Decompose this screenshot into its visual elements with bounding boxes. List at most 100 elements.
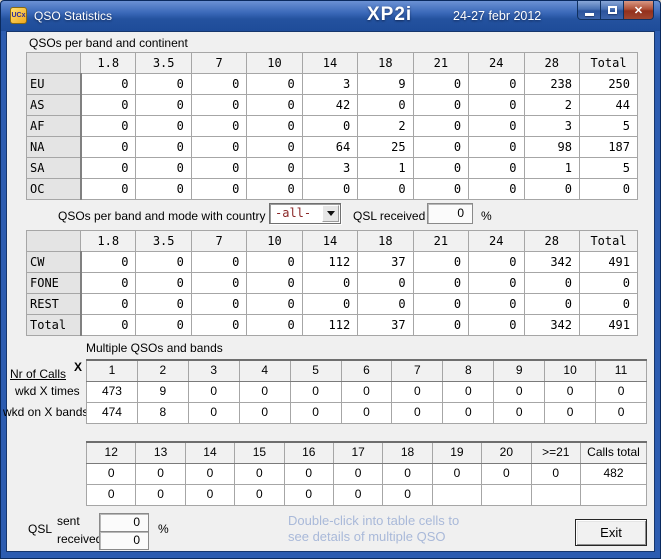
table-cell[interactable]: 0 [412, 272, 470, 294]
table-cell[interactable]: 482 [580, 462, 647, 485]
table-cell[interactable]: 0 [190, 251, 248, 273]
table-cell[interactable]: 0 [412, 178, 470, 200]
table-cell[interactable]: 0 [79, 251, 137, 273]
table-cell[interactable]: 342 [523, 251, 580, 273]
table-cell[interactable]: 0 [135, 94, 192, 116]
table-cell[interactable]: 0 [595, 380, 647, 403]
close-button[interactable]: ✕ [623, 1, 654, 20]
table-cell[interactable]: 0 [442, 380, 495, 403]
table-cell[interactable]: 0 [246, 157, 303, 179]
table-cell[interactable]: 0 [493, 380, 546, 403]
table-cell[interactable]: 0 [332, 483, 384, 506]
table-cell[interactable]: 0 [412, 73, 470, 95]
table-cell[interactable]: 0 [190, 272, 248, 294]
table-cell[interactable]: 0 [468, 251, 525, 273]
table-cell[interactable]: 0 [493, 401, 546, 424]
table-cell[interactable]: 1 [523, 157, 580, 179]
table-cell[interactable]: 0 [135, 73, 192, 95]
table-cell[interactable]: 0 [79, 115, 137, 137]
table-cell[interactable]: 0 [412, 94, 470, 116]
table-cell[interactable]: 0 [289, 401, 342, 424]
table-cell[interactable]: 0 [190, 73, 248, 95]
table-cell[interactable]: 0 [187, 380, 240, 403]
table-cell[interactable]: 0 [357, 272, 414, 294]
table-cell[interactable]: 0 [184, 462, 236, 485]
table-cell[interactable]: 0 [357, 293, 414, 315]
table-cell[interactable]: 0 [544, 401, 597, 424]
table-cell[interactable]: 0 [412, 136, 470, 158]
table-cell[interactable]: 0 [332, 462, 384, 485]
table-cell[interactable]: 9 [357, 73, 414, 95]
table-cell[interactable]: 0 [301, 293, 359, 315]
exit-button[interactable]: Exit [575, 519, 647, 546]
table-cell[interactable]: 0 [246, 94, 303, 116]
table-cell[interactable]: 0 [431, 462, 483, 485]
table-cell[interactable]: 0 [135, 462, 186, 485]
table-cell[interactable]: 0 [544, 380, 597, 403]
table-cell[interactable]: 0 [357, 94, 414, 116]
table-cell[interactable]: 0 [468, 272, 525, 294]
table-cell[interactable]: 491 [579, 314, 638, 336]
table-cell[interactable]: 0 [190, 314, 248, 336]
table-cell[interactable]: 0 [79, 293, 137, 315]
table-cell[interactable]: 0 [135, 314, 192, 336]
table-cell[interactable]: 0 [301, 115, 359, 137]
table-cell[interactable]: 0 [79, 136, 137, 158]
titlebar[interactable]: UCx QSO Statistics XP2i 24-27 febr 2012 … [1, 1, 660, 31]
table-cell[interactable]: 0 [382, 483, 433, 506]
table-cell[interactable]: 0 [234, 462, 285, 485]
table-cell[interactable]: 473 [86, 380, 138, 403]
table-cell[interactable]: 474 [86, 401, 138, 424]
table-cell[interactable]: 0 [468, 136, 525, 158]
table-cell[interactable]: 0 [246, 272, 303, 294]
table-cell[interactable]: 0 [190, 136, 248, 158]
table-cell[interactable]: 0 [595, 401, 647, 424]
table-cell[interactable]: 5 [579, 115, 638, 137]
table-cell[interactable]: 0 [468, 73, 525, 95]
table-cell[interactable]: 0 [246, 115, 303, 137]
table-cell[interactable]: 0 [135, 115, 192, 137]
table-cell[interactable]: 0 [79, 314, 137, 336]
table-cell[interactable] [580, 483, 647, 506]
table-cell[interactable]: 238 [523, 73, 580, 95]
table-cell[interactable]: 0 [301, 178, 359, 200]
table-cell[interactable]: 0 [579, 178, 638, 200]
table-cell[interactable]: 0 [135, 272, 192, 294]
table-cell[interactable]: 0 [187, 401, 240, 424]
table-cell[interactable]: 0 [135, 136, 192, 158]
table-cell[interactable]: 37 [357, 251, 414, 273]
table-cell[interactable]: 0 [246, 73, 303, 95]
table-cell[interactable]: 0 [246, 251, 303, 273]
table-cell[interactable] [530, 483, 582, 506]
table-cell[interactable]: 0 [391, 401, 444, 424]
table-cell[interactable]: 0 [468, 314, 525, 336]
table-cell[interactable]: 0 [412, 314, 470, 336]
table-cell[interactable]: 0 [412, 251, 470, 273]
table-cell[interactable]: 0 [357, 178, 414, 200]
table-cell[interactable]: 0 [190, 115, 248, 137]
table-cell[interactable]: 0 [190, 293, 248, 315]
table-cell[interactable]: 0 [391, 380, 444, 403]
table-cell[interactable]: 0 [79, 178, 137, 200]
table-cell[interactable]: 37 [357, 314, 414, 336]
table-cell[interactable]: 44 [579, 94, 638, 116]
table-cell[interactable]: 0 [135, 157, 192, 179]
table-cell[interactable]: 0 [85, 462, 137, 485]
table-cell[interactable]: 0 [135, 483, 186, 506]
country-select-dropdown-button[interactable] [322, 205, 339, 222]
table-cell[interactable]: 0 [412, 157, 470, 179]
table-cell[interactable]: 42 [301, 94, 359, 116]
table-cell[interactable]: 0 [135, 293, 192, 315]
table-cell[interactable] [431, 483, 483, 506]
table-cell[interactable]: 0 [190, 157, 248, 179]
table-cell[interactable]: 0 [79, 272, 137, 294]
table-cell[interactable]: 187 [579, 136, 638, 158]
table-cell[interactable]: 98 [523, 136, 580, 158]
table-cell[interactable]: 0 [412, 293, 470, 315]
table-cell[interactable]: 0 [468, 157, 525, 179]
table-cell[interactable]: 0 [238, 380, 291, 403]
table-cell[interactable]: 0 [481, 462, 532, 485]
table-cell[interactable]: 0 [301, 272, 359, 294]
table-cell[interactable]: 3 [301, 157, 359, 179]
table-cell[interactable]: 0 [468, 178, 525, 200]
